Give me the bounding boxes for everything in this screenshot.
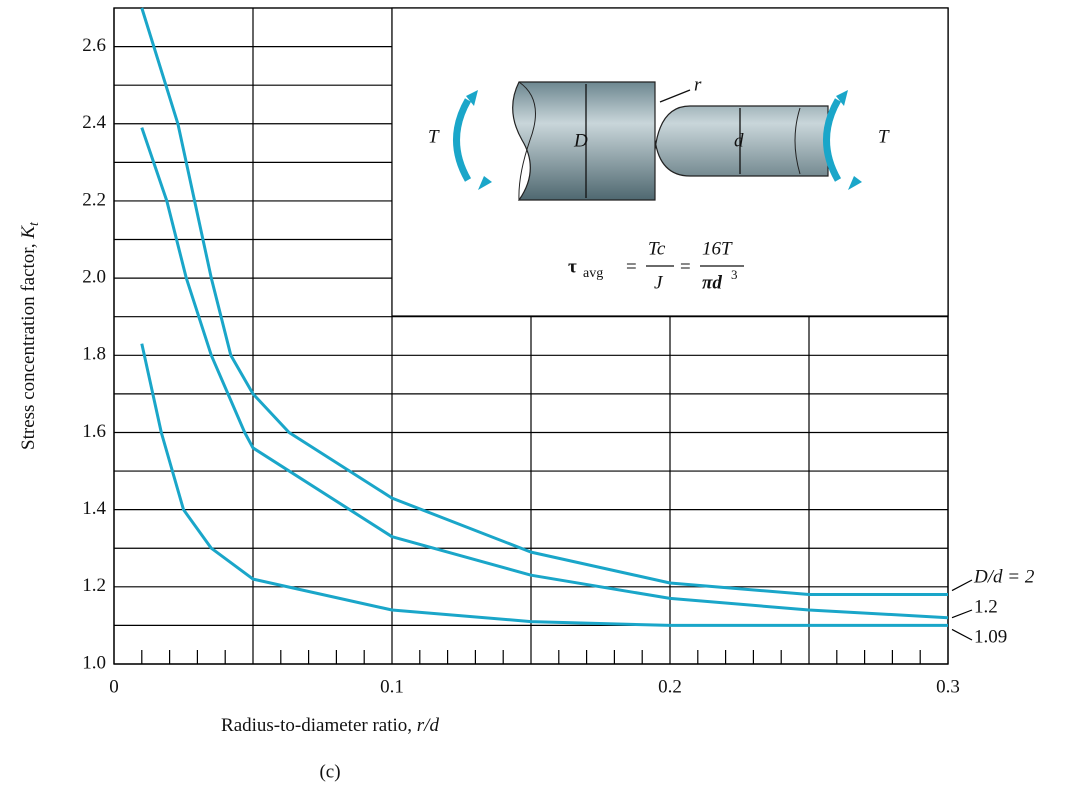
torque-arrow: [823, 98, 842, 182]
y-axis-label: Stress concentration factor, Kt: [18, 221, 42, 450]
radius-label: r: [694, 74, 702, 95]
y-tick-label: 1.4: [82, 498, 106, 519]
y-tick-label: 2.2: [82, 189, 106, 210]
y-tick-label: 2.6: [82, 35, 106, 56]
torque-label: T: [878, 126, 890, 147]
formula-equals: =: [680, 256, 691, 277]
y-tick-label: 2.0: [82, 266, 106, 287]
x-tick-label: 0.3: [936, 676, 960, 697]
inset-figure: T T D d r τ avg = Tc J = 16T πd 3: [391, 7, 949, 317]
y-tick-label: 2.4: [82, 112, 106, 133]
legend-leader: [951, 579, 973, 592]
y-tick-label: 1.6: [82, 421, 106, 442]
x-tick-label: 0: [109, 676, 119, 697]
formula-exponent: 3: [731, 267, 738, 282]
curve: [140, 343, 948, 627]
legend-leader: [951, 609, 973, 619]
diameter-label: D: [573, 130, 588, 151]
torque-label: T: [428, 126, 440, 147]
radius-leader: [659, 89, 691, 103]
formula-numerator: Tc: [648, 238, 666, 259]
formula-denominator: πd: [702, 272, 722, 293]
formula-subscript: avg: [583, 266, 603, 281]
y-label-symbol: K: [18, 225, 39, 240]
x-tick-label: 0.1: [380, 676, 404, 697]
x-label-text: Radius-to-diameter ratio,: [221, 715, 417, 736]
formula-denominator: J: [654, 272, 664, 293]
x-axis-label: Radius-to-diameter ratio, r/d: [221, 715, 439, 736]
caption: (c): [319, 761, 340, 782]
x-label-symbol: r/d: [417, 715, 440, 736]
x-tick-label: 0.2: [658, 676, 682, 697]
curve: [140, 7, 948, 596]
series-label: 1.09: [974, 626, 1007, 647]
series-label: D/d = 2: [973, 566, 1035, 587]
y-tick-label: 1.0: [82, 652, 106, 673]
formula-equals: =: [626, 256, 637, 277]
legend-leader: [951, 628, 973, 641]
y-tick-label: 1.2: [82, 575, 106, 596]
y-label-text: Stress concentration factor,: [18, 239, 39, 450]
shaft-break: [518, 81, 536, 201]
shaft: [512, 81, 829, 201]
formula-numerator: 16T: [702, 238, 733, 259]
series-label: 1.2: [974, 596, 998, 617]
shaft-break: [794, 107, 801, 175]
curve: [140, 127, 949, 620]
formula-tau: τ: [568, 256, 577, 277]
torque-arrow: [453, 98, 472, 182]
diameter-label: d: [734, 130, 744, 151]
marks: [140, 7, 949, 627]
y-tick-label: 1.8: [82, 344, 106, 365]
y-label-subscript: t: [27, 221, 42, 226]
